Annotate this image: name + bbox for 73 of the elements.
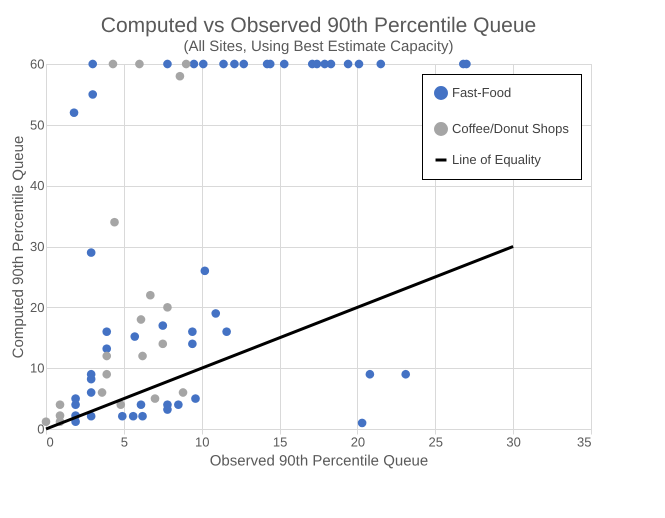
- point: [128, 412, 138, 421]
- point: [102, 370, 112, 379]
- point: [219, 60, 228, 68]
- point: [102, 352, 112, 360]
- point: [176, 72, 184, 80]
- point: [158, 321, 168, 330]
- y-tick-label: 60: [30, 56, 44, 72]
- x-tick-label: 0: [46, 434, 54, 450]
- point: [102, 344, 112, 354]
- point: [88, 90, 98, 99]
- point: [110, 218, 119, 226]
- point: [178, 388, 188, 397]
- legend-label: Line of Equality: [452, 152, 542, 167]
- point: [102, 327, 112, 336]
- x-tick-label: 15: [272, 434, 288, 450]
- y-tick-label: 40: [30, 178, 44, 194]
- point: [230, 60, 239, 68]
- point: [239, 60, 248, 68]
- y-tick-label: 10: [30, 360, 44, 376]
- point: [198, 60, 208, 68]
- point: [86, 248, 96, 257]
- point: [280, 60, 289, 68]
- point: [70, 108, 78, 117]
- point: [401, 370, 410, 379]
- point: [190, 60, 198, 68]
- point: [163, 303, 172, 312]
- point: [98, 388, 106, 397]
- x-axis-title: Observed 90th Percentile Queue: [210, 452, 428, 470]
- point: [200, 266, 210, 276]
- x-tick-label: 20: [350, 434, 366, 450]
- chart-title: Computed vs Observed 90th Percentile Queue: [100, 14, 536, 37]
- x-tick-label: 25: [428, 434, 444, 450]
- point: [376, 60, 386, 68]
- legend-label: Fast-Food: [452, 85, 512, 100]
- point: [354, 60, 364, 68]
- point: [158, 340, 168, 348]
- point: [344, 60, 352, 68]
- x-tick-label: 5: [120, 434, 128, 450]
- point: [108, 60, 118, 68]
- point: [182, 60, 190, 68]
- y-axis-title: Computed 90th Percentile Queue: [10, 136, 28, 358]
- y-tick-label: 30: [30, 239, 44, 254]
- point: [56, 400, 64, 409]
- point: [88, 60, 98, 68]
- point: [135, 60, 144, 68]
- point: [188, 340, 197, 348]
- point: [136, 315, 146, 324]
- point: [358, 418, 366, 428]
- point: [326, 60, 336, 68]
- point: [188, 327, 197, 336]
- x-tick-label: 30: [506, 434, 521, 450]
- y-tick-label: 20: [30, 300, 44, 315]
- chart-subtitle: (All Sites, Using Best Estimate Capacity): [183, 38, 454, 55]
- point: [366, 370, 374, 379]
- point: [211, 309, 220, 318]
- y-tick-label: 50: [30, 117, 44, 132]
- point: [86, 388, 96, 397]
- y-tick-label: 0: [37, 422, 44, 436]
- point: [118, 412, 127, 421]
- x-tick-label: 10: [194, 434, 210, 450]
- point: [174, 400, 183, 409]
- point: [136, 400, 146, 409]
- point: [191, 394, 200, 403]
- legend-label: Coffee/Donut Shops: [452, 121, 570, 136]
- point: [222, 327, 231, 336]
- x-tick-label: 35: [577, 434, 592, 450]
- point: [146, 290, 155, 300]
- point: [130, 332, 140, 341]
- point: [138, 352, 147, 360]
- point: [150, 394, 160, 403]
- point: [116, 400, 126, 409]
- point: [163, 60, 172, 68]
- point: [138, 412, 147, 421]
